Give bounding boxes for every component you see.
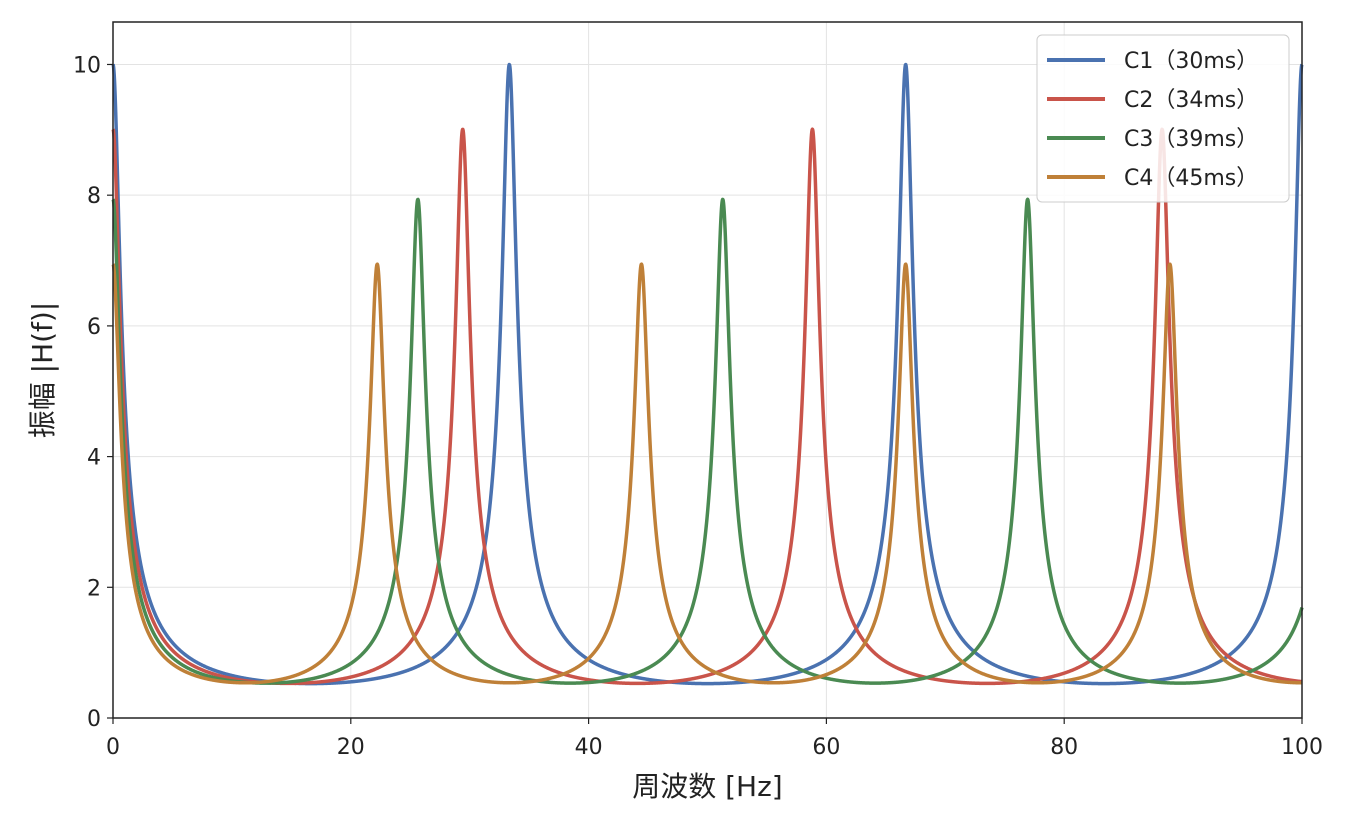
x-tick-label: 80 xyxy=(1050,735,1078,760)
y-tick-label: 4 xyxy=(87,446,101,471)
x-tick-label: 20 xyxy=(337,735,365,760)
series-line-4 xyxy=(111,262,1304,685)
legend-box xyxy=(1036,34,1290,203)
series-group xyxy=(111,62,1304,686)
series-line-2 xyxy=(111,127,1304,686)
legend: C1（30ms） C2（34ms） C3（39ms） C4（45ms） xyxy=(1036,34,1290,203)
legend-label-3: C3（39ms） xyxy=(1124,127,1258,152)
y-axis-label: 振幅 |H(f)| xyxy=(26,302,59,439)
x-tick-label: 60 xyxy=(812,735,840,760)
legend-label-4: C4（45ms） xyxy=(1124,166,1258,191)
x-tick-label: 40 xyxy=(575,735,603,760)
legend-label-1: C1（30ms） xyxy=(1124,49,1258,74)
series-line-3 xyxy=(111,197,1304,685)
x-tick-label: 0 xyxy=(106,735,120,760)
y-tick-label: 6 xyxy=(87,315,101,340)
plot-frame xyxy=(112,21,1303,719)
y-tick-label: 0 xyxy=(87,707,101,732)
y-tick-label: 8 xyxy=(87,184,101,209)
x-axis: 0 20 40 60 80 100 xyxy=(106,718,1323,760)
y-tick-label: 2 xyxy=(87,576,101,601)
y-axis: 0 2 4 6 8 10 xyxy=(73,53,113,732)
y-tick-label: 10 xyxy=(73,53,101,78)
legend-label-2: C2（34ms） xyxy=(1124,88,1258,113)
x-axis-label: 周波数 [Hz] xyxy=(632,770,783,803)
x-tick-label: 100 xyxy=(1281,735,1323,760)
